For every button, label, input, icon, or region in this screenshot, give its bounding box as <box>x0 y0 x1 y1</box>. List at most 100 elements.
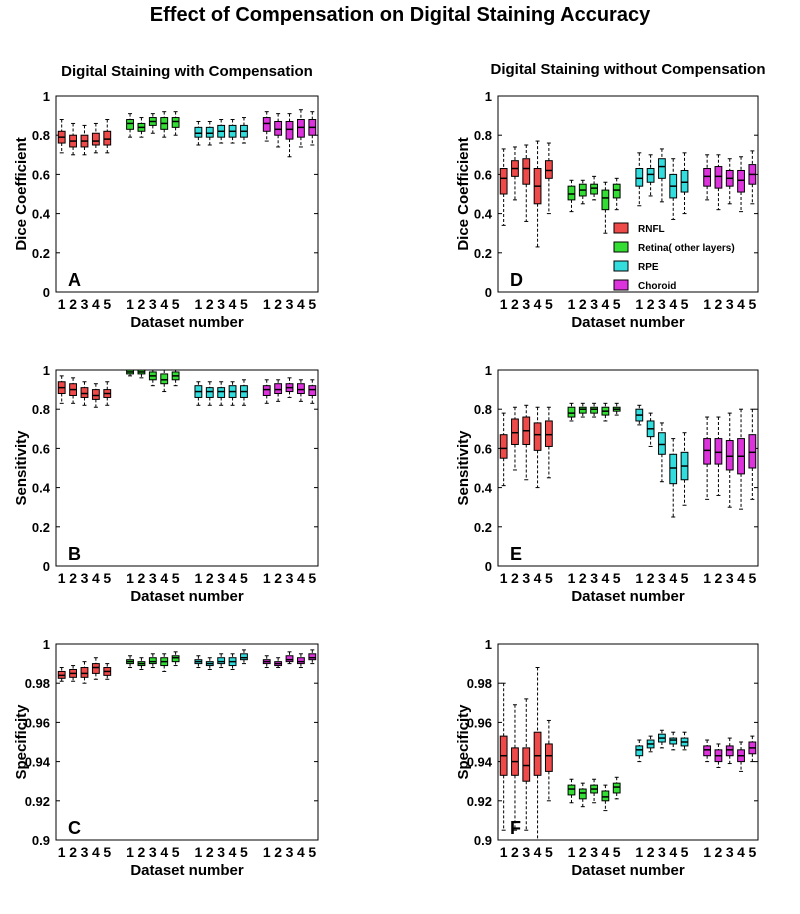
box-body <box>544 743 553 772</box>
box-retina-other-layers-3 <box>148 653 157 669</box>
box-rpe-1 <box>194 120 203 146</box>
box-choroid-4 <box>737 741 745 772</box>
x-axis-label: Dataset number <box>130 862 244 879</box>
box-rpe-2 <box>646 735 655 753</box>
box-retina-other-layers-1 <box>567 179 576 213</box>
x-tick-label: 5 <box>103 570 111 586</box>
box-choroid-3 <box>285 377 294 398</box>
legend: RNFL Retina( other layers) RPE Choroid <box>613 222 735 292</box>
box-rpe-4 <box>228 119 237 144</box>
y-tick-label: 0.9 <box>32 833 50 848</box>
box-choroid-2 <box>274 113 283 148</box>
box-body <box>737 169 745 193</box>
x-tick-label: 1 <box>126 296 134 312</box>
y-tick-label: 1 <box>43 637 50 652</box>
x-tick-label: 2 <box>647 844 655 860</box>
box-rpe-2 <box>205 120 214 146</box>
box-retina-other-layers-1 <box>126 655 134 669</box>
x-tick-label: 2 <box>274 296 282 312</box>
panel-c: 0.9 0.92 0.94 0.96 0.98 1 Specificity Dataset n… <box>13 637 319 879</box>
box-choroid-5 <box>748 408 757 500</box>
x-tick-label: 4 <box>160 570 168 586</box>
x-tick-label: 3 <box>726 296 734 312</box>
box-rnfl-5 <box>103 381 112 406</box>
box-choroid-1 <box>262 379 271 404</box>
x-tick-label: 3 <box>81 296 89 312</box>
box-rnfl-5 <box>544 719 553 802</box>
x-tick-label: 1 <box>58 570 66 586</box>
box-retina-other-layers-5 <box>612 402 621 416</box>
x-tick-label: 2 <box>274 844 282 860</box>
legend-label: Retina( other layers) <box>638 243 735 254</box>
box-body <box>725 440 734 471</box>
box-rnfl-4 <box>91 383 100 408</box>
box-retina-other-layers-4 <box>160 111 169 138</box>
box-body <box>285 655 294 663</box>
x-tick-label: 5 <box>240 296 248 312</box>
box-choroid-3 <box>725 158 734 205</box>
x-tick-label: 4 <box>297 844 305 860</box>
x-tick-label: 1 <box>194 296 202 312</box>
box-choroid-3 <box>725 737 734 765</box>
x-tick-label: 5 <box>748 296 756 312</box>
box-rnfl-1 <box>499 682 508 831</box>
box-body <box>296 657 305 665</box>
box-rnfl-4 <box>533 140 542 248</box>
x-tick-label: 4 <box>229 844 237 860</box>
y-tick-label: 0.8 <box>32 402 50 417</box>
box-retina-other-layers-1 <box>567 402 576 422</box>
x-tick-label: 1 <box>500 570 508 586</box>
box-body <box>590 183 598 195</box>
legend-swatch <box>613 222 629 234</box>
y-tick-label: 1 <box>485 89 492 104</box>
box-retina-other-layers-1 <box>567 778 576 804</box>
box-rnfl-1 <box>57 119 66 154</box>
y-tick-label: 0.94 <box>25 755 51 770</box>
box-choroid-1 <box>262 111 271 142</box>
box-retina-other-layers-2 <box>137 369 146 379</box>
x-tick-label: 1 <box>635 844 643 860</box>
box-body <box>703 438 712 465</box>
box-body <box>680 169 689 193</box>
box-body <box>285 120 294 140</box>
y-tick-label: 0.8 <box>474 402 492 417</box>
box-choroid-5 <box>308 111 317 146</box>
x-tick-label: 4 <box>229 570 237 586</box>
x-tick-label: 5 <box>308 570 316 586</box>
box-body <box>91 389 100 400</box>
plot-frame <box>55 643 319 841</box>
x-tick-label: 2 <box>511 570 519 586</box>
box-rnfl-5 <box>544 406 553 479</box>
x-tick-label: 4 <box>534 296 542 312</box>
box-rnfl-5 <box>103 663 112 680</box>
x-tick-label: 2 <box>69 844 77 860</box>
x-tick-label: 4 <box>92 844 100 860</box>
y-tick-label: 0.4 <box>32 481 51 496</box>
x-tick-label: 5 <box>240 570 248 586</box>
box-choroid-1 <box>703 416 712 500</box>
box-retina-other-layers-4 <box>601 784 610 812</box>
x-tick-label: 3 <box>286 844 294 860</box>
y-tick-label: 0.8 <box>32 128 50 143</box>
x-tick-label: 3 <box>286 296 294 312</box>
x-tick-label: 1 <box>126 570 134 586</box>
box-rpe-3 <box>658 148 666 203</box>
box-body <box>171 655 180 663</box>
x-tick-label: 5 <box>240 844 248 860</box>
box-body <box>205 126 214 138</box>
box-body <box>578 788 587 800</box>
x-tick-label: 1 <box>500 296 508 312</box>
x-tick-label: 5 <box>545 296 553 312</box>
x-tick-label: 5 <box>308 296 316 312</box>
y-axis-label: Specificity <box>455 704 472 780</box>
box-rpe-4 <box>669 438 678 518</box>
legend-swatch <box>613 241 629 253</box>
x-tick-label: 3 <box>522 570 530 586</box>
box-choroid-2 <box>714 416 723 496</box>
box-choroid-4 <box>737 408 745 510</box>
x-tick-label: 3 <box>726 570 734 586</box>
box-body <box>612 183 621 199</box>
x-tick-label: 5 <box>748 844 756 860</box>
x-tick-label: 4 <box>601 296 609 312</box>
